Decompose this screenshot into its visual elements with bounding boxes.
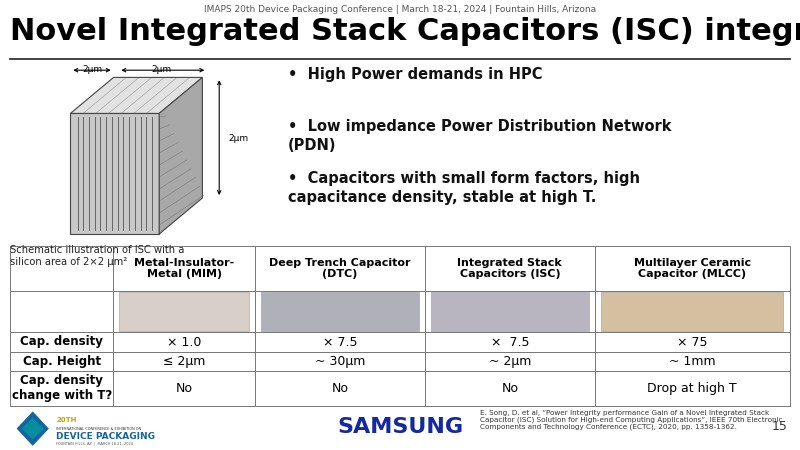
FancyBboxPatch shape — [114, 371, 255, 406]
FancyBboxPatch shape — [425, 351, 595, 371]
FancyBboxPatch shape — [425, 246, 595, 291]
Text: No: No — [331, 382, 349, 395]
FancyBboxPatch shape — [431, 292, 589, 331]
FancyBboxPatch shape — [10, 371, 114, 406]
FancyBboxPatch shape — [119, 292, 249, 331]
FancyBboxPatch shape — [595, 246, 790, 291]
FancyBboxPatch shape — [425, 291, 595, 333]
FancyBboxPatch shape — [10, 351, 114, 371]
FancyBboxPatch shape — [255, 291, 425, 333]
Polygon shape — [70, 77, 202, 113]
Text: ~ 30μm: ~ 30μm — [315, 355, 365, 368]
Text: IMAPS 20th Device Packaging Conference | March 18-21, 2024 | Fountain Hills, Ari: IMAPS 20th Device Packaging Conference |… — [204, 5, 596, 14]
Text: •  Low impedance Power Distribution Network
(PDN): • Low impedance Power Distribution Netwo… — [288, 119, 671, 153]
FancyBboxPatch shape — [10, 246, 114, 291]
FancyBboxPatch shape — [262, 292, 418, 331]
Text: ~ 2μm: ~ 2μm — [489, 355, 531, 368]
Text: No: No — [502, 382, 518, 395]
FancyBboxPatch shape — [114, 351, 255, 371]
Polygon shape — [159, 77, 202, 234]
FancyBboxPatch shape — [255, 351, 425, 371]
Text: Metal-Insulator-
Metal (MIM): Metal-Insulator- Metal (MIM) — [134, 258, 234, 279]
Text: DEVICE PACKAGING: DEVICE PACKAGING — [56, 432, 155, 441]
Text: SAMSUNG: SAMSUNG — [337, 417, 463, 436]
Text: 2μm: 2μm — [82, 65, 102, 74]
FancyBboxPatch shape — [595, 351, 790, 371]
Text: ×  7.5: × 7.5 — [490, 336, 529, 348]
FancyBboxPatch shape — [255, 333, 425, 351]
FancyBboxPatch shape — [114, 291, 255, 333]
Text: •  High Power demands in HPC: • High Power demands in HPC — [288, 68, 542, 82]
Text: 2μm: 2μm — [229, 134, 249, 143]
Polygon shape — [22, 418, 44, 439]
Text: Multilayer Ceramic
Capacitor (MLCC): Multilayer Ceramic Capacitor (MLCC) — [634, 258, 750, 279]
FancyBboxPatch shape — [10, 333, 114, 351]
FancyBboxPatch shape — [10, 291, 114, 333]
FancyBboxPatch shape — [425, 371, 595, 406]
Text: × 75: × 75 — [677, 336, 707, 348]
Text: Novel Integrated Stack Capacitors (ISC) integration: Novel Integrated Stack Capacitors (ISC) … — [10, 17, 800, 46]
FancyBboxPatch shape — [255, 371, 425, 406]
Text: Cap. density: Cap. density — [20, 336, 103, 348]
Text: Drop at high T: Drop at high T — [647, 382, 737, 395]
Text: Schematic illustration of ISC with a
silicon area of 2×2 μm²: Schematic illustration of ISC with a sil… — [10, 245, 185, 267]
Text: FOUNTAIN HILLS, AZ  |  MARCH 18-21, 2024: FOUNTAIN HILLS, AZ | MARCH 18-21, 2024 — [56, 442, 134, 446]
Polygon shape — [70, 113, 159, 234]
FancyBboxPatch shape — [601, 292, 783, 331]
Text: 2μm: 2μm — [151, 65, 172, 74]
Text: Cap. Height: Cap. Height — [22, 355, 101, 368]
Text: No: No — [176, 382, 193, 395]
FancyBboxPatch shape — [425, 333, 595, 351]
Text: INTERNATIONAL CONFERENCE & EXHIBITION ON: INTERNATIONAL CONFERENCE & EXHIBITION ON — [56, 427, 142, 431]
Text: × 1.0: × 1.0 — [167, 336, 202, 348]
Text: ≤ 2μm: ≤ 2μm — [163, 355, 206, 368]
Text: ~ 1mm: ~ 1mm — [669, 355, 715, 368]
Text: 20TH: 20TH — [56, 417, 77, 423]
Text: × 7.5: × 7.5 — [322, 336, 358, 348]
FancyBboxPatch shape — [595, 291, 790, 333]
FancyBboxPatch shape — [114, 246, 255, 291]
FancyBboxPatch shape — [595, 371, 790, 406]
Text: Deep Trench Capacitor
(DTC): Deep Trench Capacitor (DTC) — [270, 258, 410, 279]
Polygon shape — [17, 411, 49, 446]
FancyBboxPatch shape — [114, 333, 255, 351]
FancyBboxPatch shape — [595, 333, 790, 351]
Text: E. Song, D. et al, “Power Integrity performance Gain of a Novel Integrated Stack: E. Song, D. et al, “Power Integrity perf… — [480, 410, 782, 431]
Text: Cap. density
change with T?: Cap. density change with T? — [12, 374, 112, 402]
Text: •  Capacitors with small form factors, high
capacitance density, stable at high : • Capacitors with small form factors, hi… — [288, 171, 640, 205]
Text: Integrated Stack
Capacitors (ISC): Integrated Stack Capacitors (ISC) — [458, 258, 562, 279]
FancyBboxPatch shape — [255, 246, 425, 291]
Text: 15: 15 — [772, 420, 788, 433]
